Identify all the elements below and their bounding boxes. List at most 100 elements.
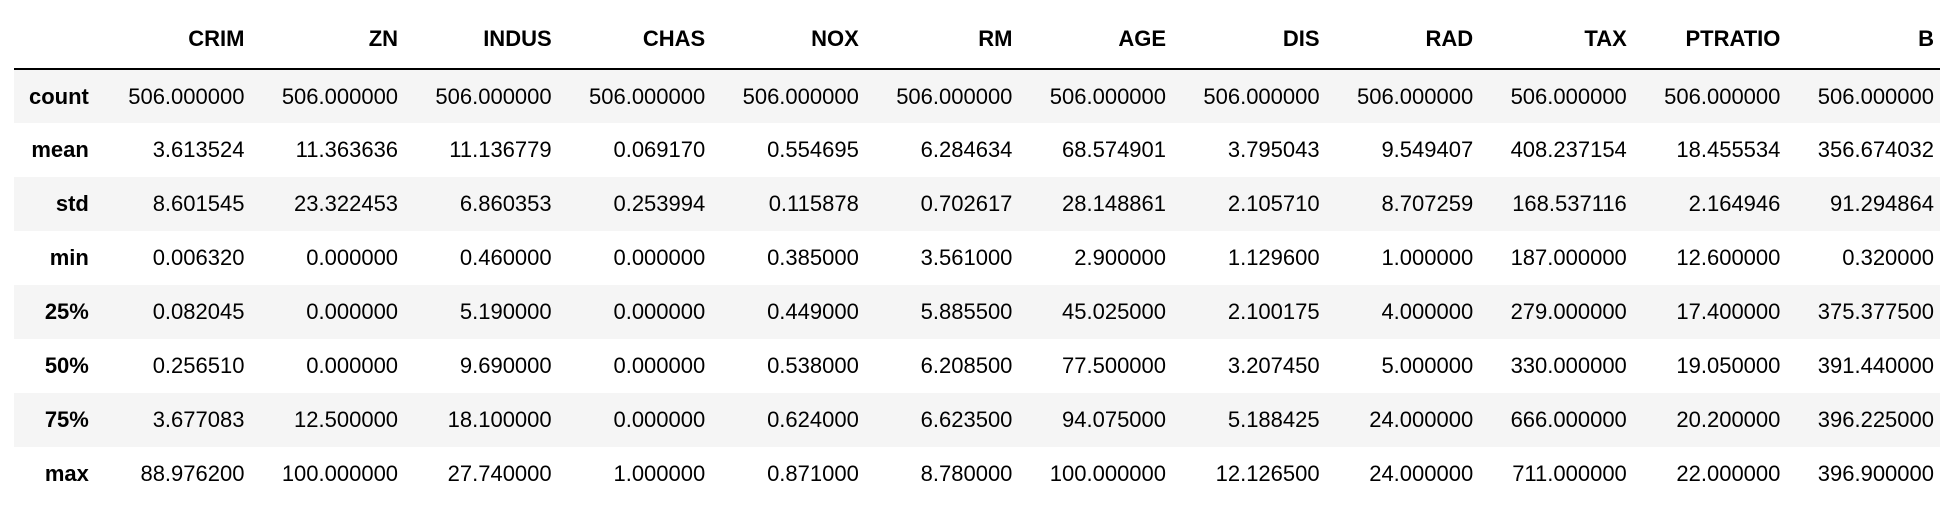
- column-header-b: B: [1786, 14, 1940, 70]
- table-cell: 506.000000: [1664, 83, 1781, 109]
- dataframe-container: CRIM ZN INDUS CHAS NOX RM AGE DIS RAD TAX PTRATIO B…: [14, 14, 1940, 501]
- table-cell: 6.860353: [459, 191, 552, 216]
- table-cell: 0.702617: [920, 191, 1013, 216]
- table-cell: 3.613524: [152, 137, 245, 162]
- table-cell: 27.740000: [447, 461, 552, 486]
- table-cell: 0.069170: [613, 137, 706, 162]
- table-row: max 88.976200 100.000000 27.740000 1.000000 0…: [14, 447, 1940, 501]
- table-cell: 5.188425: [1227, 407, 1320, 432]
- table-cell: 24.000000: [1369, 461, 1474, 486]
- row-label: 50%: [44, 353, 89, 378]
- describe-table: CRIM ZN INDUS CHAS NOX RM AGE DIS RAD TAX PTRATIO B…: [14, 14, 1940, 501]
- column-header-chas: CHAS: [557, 14, 712, 70]
- table-cell: 2.164946: [1688, 191, 1781, 216]
- table-cell: 12.600000: [1676, 245, 1781, 270]
- table-cell: 88.976200: [140, 461, 245, 486]
- row-label: std: [55, 191, 89, 216]
- table-cell: 711.000000: [1512, 461, 1627, 486]
- table-cell: 506.000000: [1817, 83, 1934, 109]
- table-body: count 506.000000 506.000000 506.000000 506.0…: [14, 69, 1940, 501]
- table-cell: 5.885500: [920, 299, 1013, 324]
- column-header-dis: DIS: [1172, 14, 1326, 70]
- table-cell: 45.025000: [1062, 299, 1167, 324]
- header-row: CRIM ZN INDUS CHAS NOX RM AGE DIS RAD TAX PTRATIO B: [14, 14, 1940, 70]
- table-cell: 3.795043: [1227, 137, 1320, 162]
- table-cell: 8.707259: [1381, 191, 1474, 216]
- table-cell: 12.126500: [1215, 461, 1320, 486]
- table-cell: 506.000000: [435, 83, 552, 109]
- table-cell: 0.082045: [152, 299, 245, 324]
- table-cell: 506.000000: [896, 83, 1013, 109]
- table-cell: 22.000000: [1676, 461, 1781, 486]
- table-cell: 18.100000: [447, 407, 552, 432]
- column-header-zn: ZN: [250, 14, 405, 70]
- row-label: 25%: [44, 299, 89, 324]
- table-cell: 2.105710: [1227, 191, 1320, 216]
- table-cell: 6.623500: [920, 407, 1013, 432]
- row-label: max: [44, 461, 89, 486]
- table-row: min 0.006320 0.000000 0.460000 0.000000 0.385…: [14, 231, 1940, 285]
- table-cell: 5.000000: [1381, 353, 1474, 378]
- table-cell: 23.322453: [294, 191, 399, 216]
- table-cell: 0.253994: [613, 191, 706, 216]
- table-cell: 0.006320: [152, 245, 245, 270]
- table-cell: 0.624000: [767, 407, 859, 432]
- table-cell: 100.000000: [1049, 461, 1167, 486]
- table-cell: 17.400000: [1676, 299, 1781, 324]
- table-cell: 20.200000: [1676, 407, 1781, 432]
- table-cell: 506.000000: [281, 83, 399, 109]
- table-cell: 506.000000: [1510, 83, 1627, 109]
- table-cell: 9.549407: [1381, 137, 1474, 162]
- table-cell: 11.136779: [449, 137, 552, 162]
- table-cell: 6.284634: [920, 137, 1013, 162]
- table-cell: 2.900000: [1074, 245, 1167, 270]
- table-cell: 4.000000: [1381, 299, 1474, 324]
- table-cell: 77.500000: [1062, 353, 1167, 378]
- column-header-nox: NOX: [711, 14, 865, 70]
- column-header-crim: CRIM: [96, 14, 251, 70]
- table-row: 25% 0.082045 0.000000 5.190000 0.000000 0.449…: [14, 285, 1940, 339]
- table-cell: 1.000000: [1381, 245, 1474, 270]
- column-header-indus: INDUS: [404, 14, 558, 70]
- table-cell: 0.460000: [459, 245, 552, 270]
- table-cell: 2.100175: [1227, 299, 1320, 324]
- table-cell: 506.000000: [1203, 83, 1320, 109]
- table-cell: 187.000000: [1510, 245, 1627, 270]
- table-cell: 506.000000: [128, 83, 245, 109]
- table-cell: 9.690000: [459, 353, 552, 378]
- row-label: mean: [31, 137, 89, 162]
- table-cell: 168.537116: [1512, 191, 1627, 216]
- table-cell: 68.574901: [1062, 137, 1167, 162]
- row-label: count: [28, 83, 89, 109]
- table-row: count 506.000000 506.000000 506.000000 506.0…: [14, 69, 1940, 123]
- table-cell: 8.601545: [152, 191, 245, 216]
- table-cell: 396.900000: [1817, 461, 1934, 486]
- table-cell: 666.000000: [1510, 407, 1627, 432]
- table-cell: 279.000000: [1510, 299, 1627, 324]
- table-cell: 3.561000: [920, 245, 1013, 270]
- row-label: min: [49, 245, 89, 270]
- column-header-rad: RAD: [1325, 14, 1480, 70]
- column-header-rm: RM: [864, 14, 1019, 70]
- table-cell: 1.129600: [1227, 245, 1320, 270]
- table-cell: 0.538000: [767, 353, 859, 378]
- table-cell: 0.320000: [1842, 245, 1934, 270]
- table-row: std 8.601545 23.322453 6.860353 0.253994 0.11…: [14, 177, 1940, 231]
- table-cell: 408.237154: [1510, 137, 1627, 162]
- table-cell: 8.780000: [920, 461, 1013, 486]
- table-cell: 375.377500: [1817, 299, 1934, 324]
- table-cell: 391.440000: [1817, 353, 1934, 378]
- row-label: 75%: [44, 407, 89, 432]
- table-cell: 24.000000: [1369, 407, 1474, 432]
- table-cell: 18.455534: [1676, 137, 1781, 162]
- table-cell: 0.554695: [767, 137, 859, 162]
- table-cell: 0.000000: [613, 299, 706, 324]
- table-cell: 0.115878: [768, 191, 859, 216]
- index-header: [14, 14, 97, 70]
- table-cell: 5.190000: [459, 299, 552, 324]
- table-cell: 0.000000: [306, 353, 399, 378]
- table-cell: 506.000000: [589, 83, 706, 109]
- table-cell: 330.000000: [1510, 353, 1627, 378]
- table-header: CRIM ZN INDUS CHAS NOX RM AGE DIS RAD TAX PTRATIO B: [14, 14, 1940, 70]
- table-cell: 1.000000: [613, 461, 706, 486]
